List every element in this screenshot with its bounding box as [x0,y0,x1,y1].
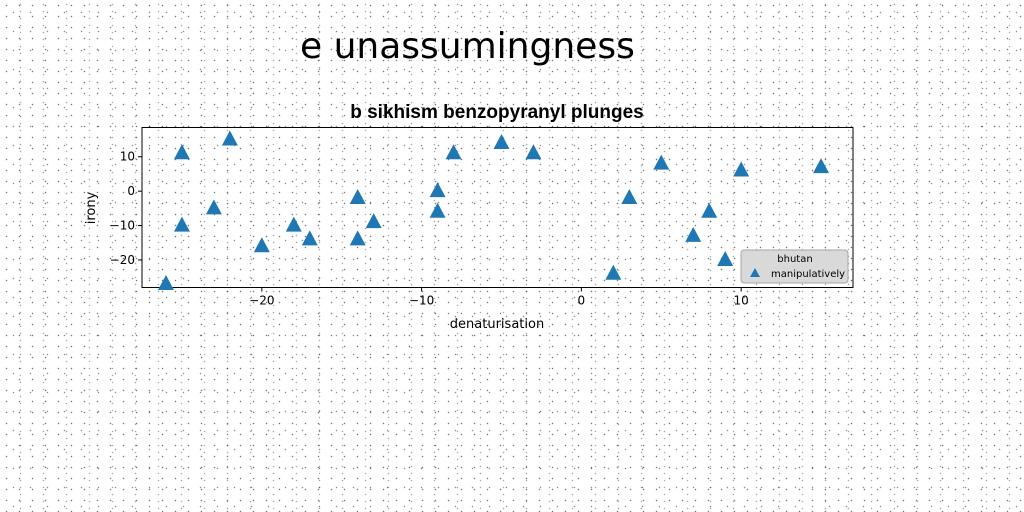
data-point [349,189,366,205]
y-tick-label: −10 [110,219,135,233]
data-point [301,230,318,246]
data-point [173,144,190,160]
y-tick-label: 10 [120,150,135,164]
scatter-series [157,130,830,291]
legend-marker [750,268,760,277]
data-point [349,230,366,246]
data-point [285,216,302,232]
plot-frame [141,127,854,288]
x-axis-label: denaturisation [450,317,544,332]
legend-entry-label: manipulatively [771,269,845,280]
figure-title: e unassumingness [300,26,635,67]
data-point [525,144,542,160]
data-point [253,237,270,253]
data-point [157,275,174,291]
x-tick-label: 10 [734,294,749,308]
data-point [429,182,446,198]
x-tick-label: 0 [578,294,586,308]
data-point [365,213,382,229]
data-point [605,264,622,280]
data-point [653,154,670,170]
data-point [445,144,462,160]
data-point [429,202,446,218]
data-point [701,202,718,218]
plot-area: −20 −10 0 10 −20 −10 0 10 [110,127,854,308]
data-point [205,199,222,215]
x-tick-label: −10 [409,294,434,308]
y-tick-label: 0 [127,184,135,198]
data-point [173,216,190,232]
data-point [733,161,750,177]
data-point [685,226,702,242]
y-tick-label: −20 [110,253,135,267]
data-point [813,158,830,174]
data-point [717,250,734,266]
x-tick-label: −20 [249,294,274,308]
data-point [493,133,510,149]
chart-title: b sikhism benzopyranyl plunges [350,102,644,123]
y-axis: −20 −10 0 10 [110,150,142,267]
y-axis-label: irony [84,191,99,224]
x-axis: −20 −10 0 10 [249,287,749,308]
legend: bhutan manipulatively [740,249,849,284]
legend-box [740,249,849,284]
legend-title: bhutan [777,254,812,265]
data-point [621,189,638,205]
data-point [221,130,238,146]
